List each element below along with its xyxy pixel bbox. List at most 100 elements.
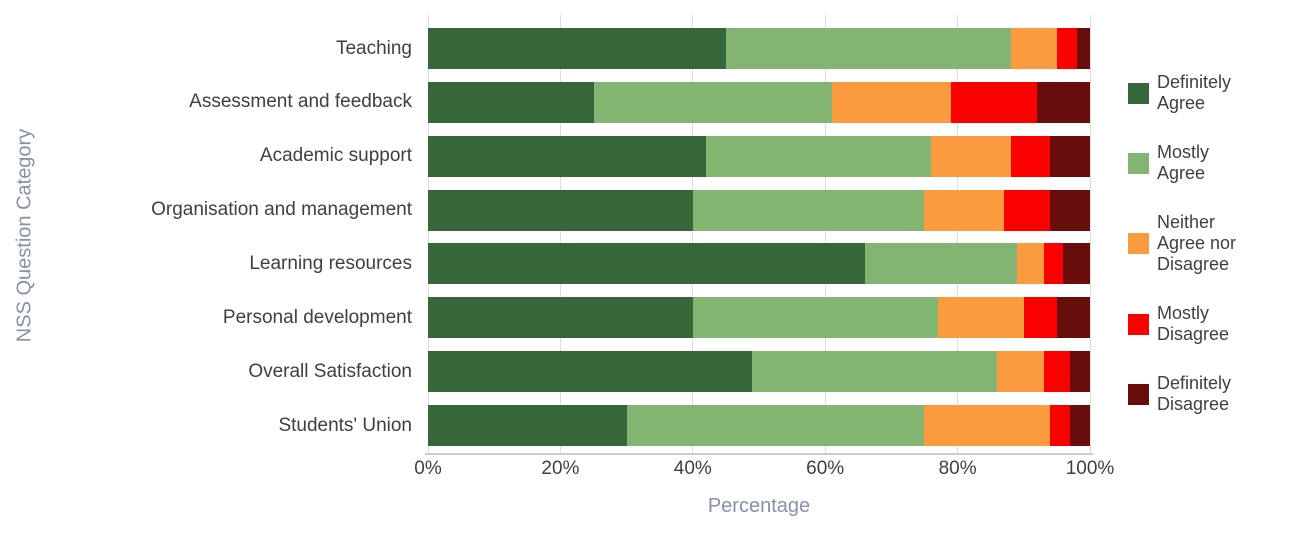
bar-segment (1076, 28, 1090, 69)
bar-segment (831, 81, 951, 123)
legend-label-line: Definitely (1157, 373, 1232, 394)
stacked-bar (428, 28, 1090, 69)
x-axis-title: Percentage (707, 495, 811, 517)
stacked-bar (428, 405, 1090, 447)
gridline-0% (427, 15, 429, 453)
bar-segment (997, 351, 1044, 393)
bar-row: Teaching (0, 28, 1090, 69)
stacked-bar (428, 243, 1090, 285)
category-label: Personal development (222, 306, 412, 328)
legend-item: Definitely Agree (1128, 72, 1292, 114)
bar-segment (706, 135, 932, 177)
bar-segment (428, 135, 707, 177)
category-label: Students' Union (278, 414, 412, 436)
legend-swatch (1128, 383, 1149, 405)
stacked-bar (428, 189, 1090, 231)
bar-segment (692, 189, 925, 231)
legend: Definitely Agree Mostly Agree Neither Agree n… (1128, 72, 1292, 416)
bar-segment (428, 297, 693, 339)
category-label: Organisation and management (151, 199, 412, 221)
gridline-100% (1089, 15, 1091, 453)
legend-item: Definitely Disagree (1128, 373, 1292, 415)
legend-label: Mostly Disagree (1157, 303, 1229, 345)
stacked-bar (428, 351, 1090, 393)
bar-segment (593, 81, 832, 123)
category-label: Teaching (335, 37, 412, 59)
bar-segment (1010, 135, 1051, 177)
bar-segment (428, 189, 693, 231)
x-axis-line (425, 453, 1093, 455)
bar-segment (1037, 81, 1090, 123)
bar-segment (1056, 297, 1090, 339)
legend-label-line: Agree (1157, 163, 1206, 184)
bar-row: Overall Satisfaction (0, 351, 1090, 393)
gridlines (427, 15, 1091, 453)
category-label: Overall Satisfaction (248, 360, 412, 382)
bar-segment (1043, 351, 1071, 393)
legend-label-line: Mostly (1157, 142, 1210, 163)
bar-segment (626, 405, 925, 447)
bar-segment (937, 297, 1024, 339)
legend-label: Mostly Agree (1157, 142, 1209, 184)
legend-swatch (1128, 152, 1149, 174)
bar-segment (1017, 243, 1044, 285)
bar-segment (428, 351, 753, 393)
legend-label-line: Neither (1157, 212, 1216, 233)
category-label: Learning resources (249, 252, 412, 274)
bar-segment (428, 28, 726, 69)
stacked-bar (428, 81, 1090, 123)
x-tick-label: 100% (1065, 458, 1115, 479)
bar-segment (428, 405, 627, 447)
bar-row: Personal development (0, 297, 1090, 339)
legend-label: Definitely Agree (1157, 72, 1231, 114)
bar-segment (1003, 189, 1051, 231)
legend-label-line: Disagree (1157, 254, 1230, 275)
gridline-20% (559, 15, 561, 453)
bar-segment (1056, 28, 1077, 69)
stacked-bar (428, 135, 1090, 177)
bar-row: Assessment and feedback (0, 81, 1090, 123)
category-label: Assessment and feedback (189, 91, 412, 113)
x-tick-label: 40% (673, 458, 712, 479)
category-label: Academic support (259, 145, 412, 167)
bar-row: Academic support (0, 135, 1090, 177)
bar-segment (725, 28, 1011, 69)
gridline-80% (957, 15, 959, 453)
x-tick-label: 60% (806, 458, 845, 479)
bar-segment (931, 135, 1011, 177)
bar-row: Learning resources (0, 243, 1090, 285)
legend-swatch (1128, 82, 1149, 104)
legend-label-line: Agree nor (1157, 233, 1237, 254)
bar-segment (864, 243, 1018, 285)
bar-segment (428, 243, 865, 285)
bar-segment (1010, 28, 1057, 69)
bar-segment (924, 189, 1004, 231)
stacked-bar (428, 297, 1090, 339)
x-tick-label: 20% (541, 458, 580, 479)
legend-swatch (1128, 233, 1149, 255)
legend-label: Neither Agree nor Disagree (1157, 212, 1236, 275)
bar-segment (752, 351, 998, 393)
x-tick-label: 0% (414, 458, 442, 479)
bar-segment (1070, 351, 1090, 393)
legend-label-line: Disagree (1157, 394, 1230, 415)
bar-row: Students' Union (0, 405, 1090, 447)
bar-segment (1050, 405, 1071, 447)
legend-label-line: Disagree (1157, 324, 1230, 345)
legend-item: Mostly Agree (1128, 142, 1292, 184)
bar-rows: Teaching Assessment and feedback Academic … (0, 15, 1090, 453)
bar-segment (1070, 405, 1090, 447)
bar-segment (1023, 297, 1057, 339)
bar-segment (1063, 243, 1090, 285)
bar-segment (950, 81, 1038, 123)
legend-label-line: Definitely (1157, 72, 1232, 92)
x-tick-label: 80% (938, 458, 977, 479)
bar-segment (428, 81, 594, 123)
bar-segment (1050, 189, 1090, 231)
bar-segment (1043, 243, 1064, 285)
bar-row: Organisation and management (0, 189, 1090, 231)
legend-label: Definitely Disagree (1157, 373, 1231, 415)
bar-segment (692, 297, 938, 339)
bar-segment (924, 405, 1051, 447)
